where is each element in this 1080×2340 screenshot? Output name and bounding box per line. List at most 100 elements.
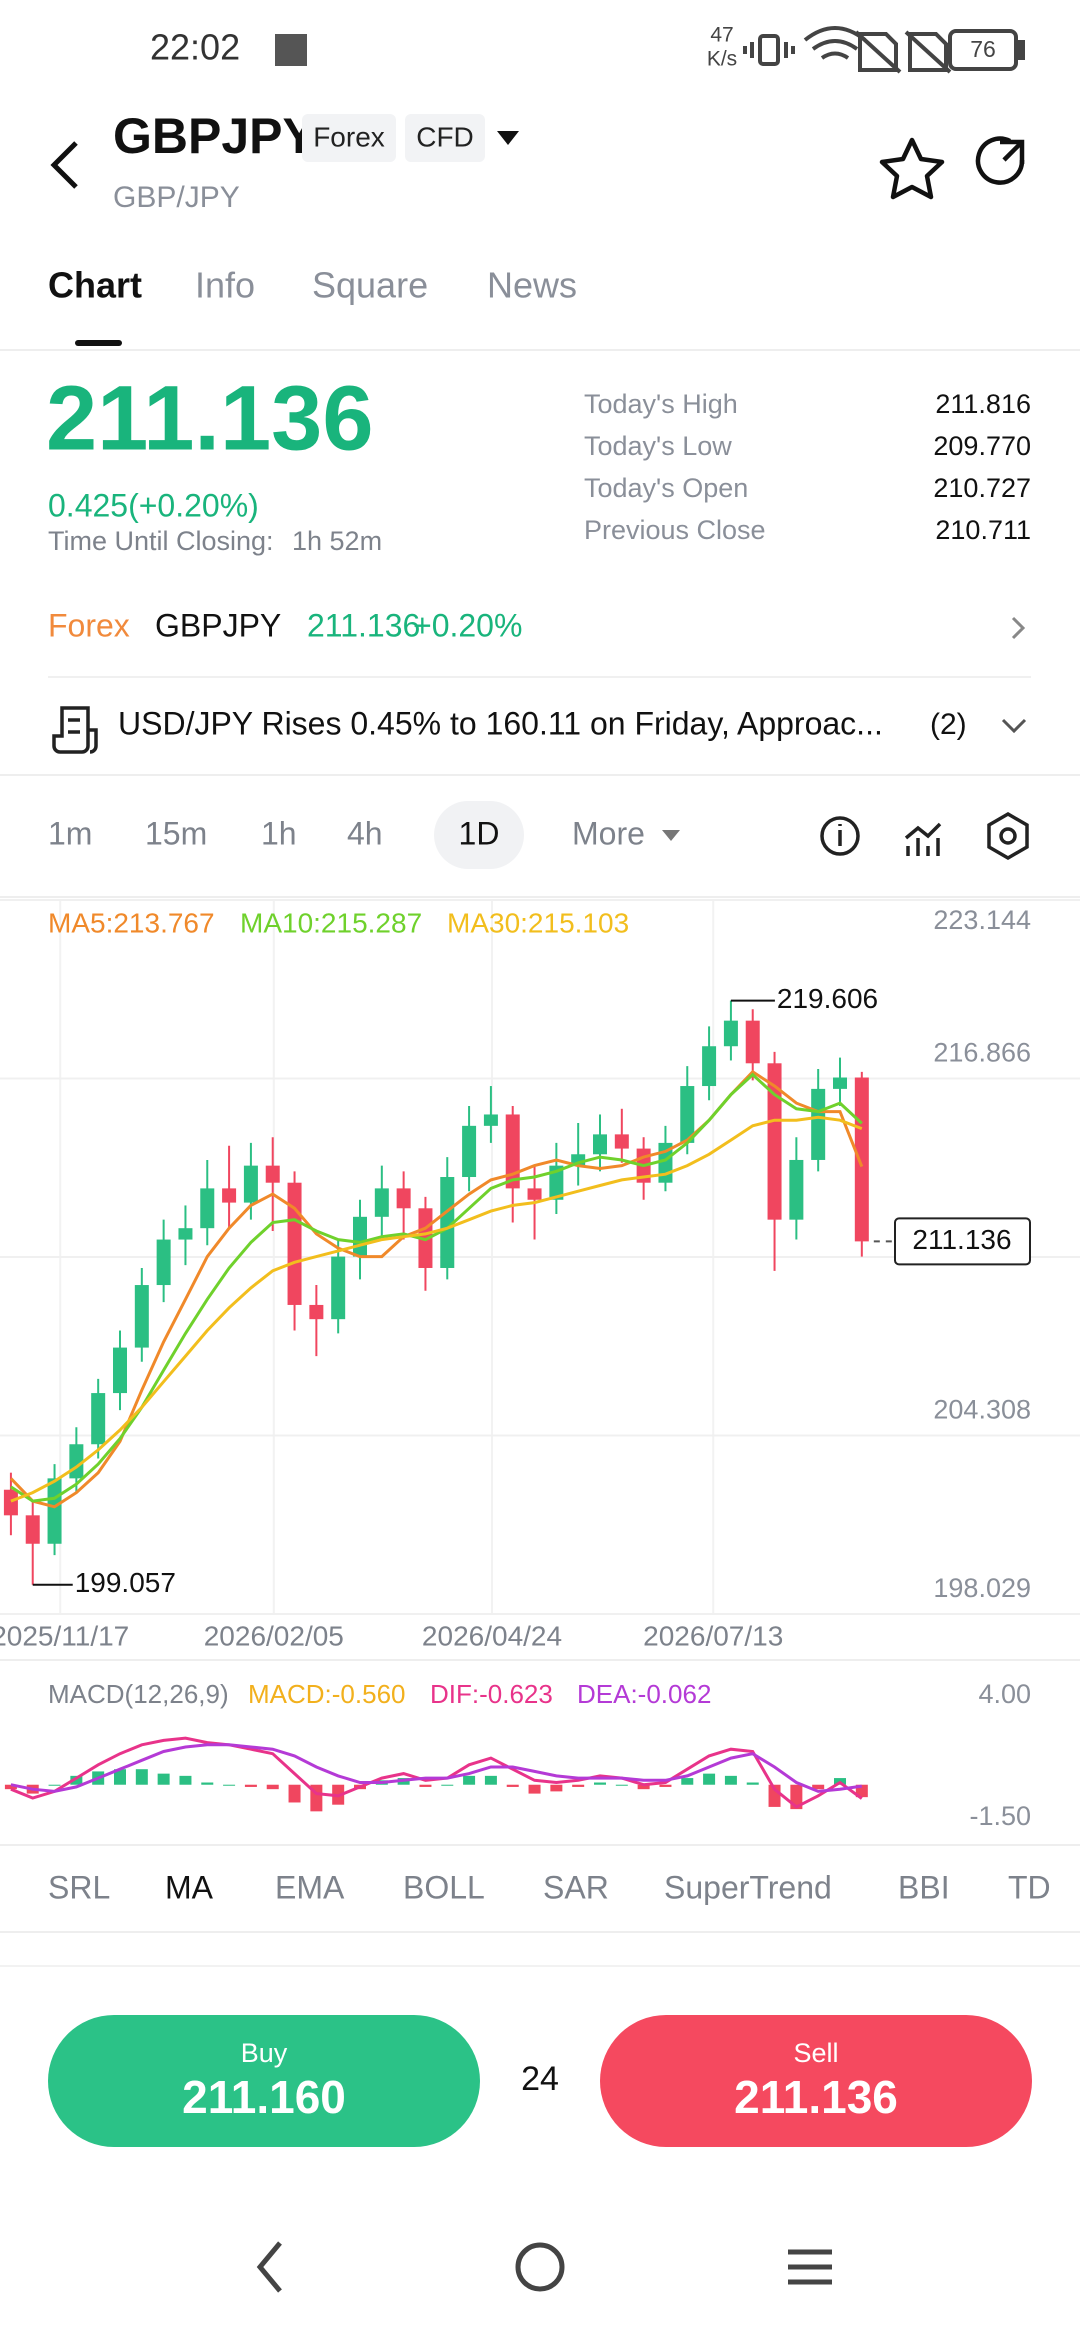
- timeframe[interactable]: 1m: [48, 815, 92, 851]
- nav-menu[interactable]: [788, 2249, 832, 2285]
- news-headline[interactable]: USD/JPY Rises 0.45% to 160.11 on Friday,…: [118, 705, 883, 741]
- legend-item: DIF:-0.623: [430, 1679, 553, 1709]
- candle-body: [527, 1188, 542, 1200]
- tab[interactable]: Chart: [48, 265, 142, 306]
- candle-body: [156, 1239, 171, 1286]
- timeframe[interactable]: 1h: [261, 815, 297, 851]
- candle-body: [200, 1188, 215, 1229]
- closing-label: Time Until Closing:: [48, 526, 274, 556]
- candle-body: [593, 1134, 607, 1155]
- tab[interactable]: News: [487, 265, 577, 306]
- candle-body: [25, 1515, 40, 1544]
- macd-bar: [157, 1773, 170, 1785]
- candle-body: [549, 1165, 564, 1200]
- battery-level: 76: [970, 36, 996, 62]
- macd-bar: [506, 1784, 519, 1787]
- chevron[interactable]: [1011, 616, 1026, 640]
- indicator-tab[interactable]: MA: [165, 1869, 214, 1905]
- macd-chart: MACD(12,26,9) MACD:-0.560 DIF:-0.623 DEA:-0…: [4, 1679, 1031, 1831]
- expand-icon[interactable]: [1001, 718, 1027, 734]
- macd-bar: [659, 1784, 672, 1787]
- subtitle: GBP/JPY: [113, 181, 240, 214]
- candle-body: [614, 1134, 629, 1149]
- stats: Today's High 211.816 Today's Low 209.770 Tod…: [584, 389, 1031, 545]
- y-tick-label: 204.308: [933, 1395, 1031, 1425]
- indicator-tab[interactable]: EMA: [275, 1869, 345, 1905]
- share-button[interactable]: [975, 136, 1025, 185]
- macd-bar: [550, 1784, 563, 1792]
- candle-body: [222, 1188, 237, 1203]
- macd-bar: [288, 1784, 301, 1803]
- macd-bar: [594, 1782, 606, 1785]
- candle-body: [47, 1478, 62, 1544]
- price-change: 0.425(+0.20%): [48, 487, 259, 523]
- buy-label: Buy: [241, 2038, 288, 2068]
- macd-bar: [528, 1784, 541, 1794]
- last-price-box: [894, 1217, 1031, 1266]
- macd-bar: [201, 1782, 214, 1785]
- macd-bar: [179, 1775, 192, 1785]
- macd-bar: [419, 1784, 432, 1787]
- candle-body: [811, 1088, 826, 1160]
- net-speed: 47: [710, 24, 733, 47]
- candle-body: [287, 1182, 302, 1305]
- macd-bar: [223, 1784, 236, 1786]
- favorite-button[interactable]: [879, 137, 945, 200]
- timeframe[interactable]: More: [572, 815, 645, 851]
- nav-home[interactable]: [515, 2242, 565, 2292]
- more-arrow[interactable]: [662, 830, 680, 841]
- indicator-tab[interactable]: TD: [1008, 1869, 1051, 1905]
- indicator-tab[interactable]: BOLL: [403, 1869, 485, 1905]
- ma-line: [10, 1072, 863, 1503]
- last-price: 211.136: [46, 367, 373, 469]
- macd-bar: [135, 1769, 148, 1785]
- macd-bar: [114, 1769, 126, 1785]
- timeframe-pill: [434, 801, 524, 869]
- macd-bar: [724, 1775, 737, 1785]
- candle-body: [374, 1188, 389, 1217]
- toolbar-icons[interactable]: [820, 811, 1029, 861]
- price-chart: 2025/11/17 2026/02/05 2026/04/24 2026/07/13…: [0, 899, 1080, 1651]
- timeframe[interactable]: 15m: [145, 815, 207, 851]
- candle-body: [91, 1393, 106, 1445]
- indicator-tab[interactable]: BBI: [898, 1869, 950, 1905]
- indicators: SRL MA EMA BOLL SAR SuperTrend BBI TD: [48, 1869, 1051, 1905]
- stat-value: 209.770: [933, 431, 1031, 461]
- news-icon: [52, 706, 98, 754]
- tab[interactable]: Info: [195, 265, 255, 306]
- stat-label: Today's Open: [584, 473, 748, 503]
- indicator-tab[interactable]: SAR: [543, 1869, 609, 1905]
- y-tick-label: 223.144: [933, 905, 1031, 935]
- status-icon: [275, 34, 307, 66]
- candle-body: [309, 1304, 324, 1320]
- y-tick-label: 198.029: [933, 1573, 1031, 1603]
- news-count: (2): [930, 708, 967, 741]
- timeframe[interactable]: 4h: [347, 815, 383, 851]
- indicator-tab[interactable]: SRL: [48, 1869, 110, 1905]
- dropdown-arrow[interactable]: [497, 131, 519, 145]
- stat-label: Previous Close: [584, 515, 766, 545]
- tab[interactable]: Square: [312, 265, 428, 306]
- candle-body: [767, 1063, 782, 1220]
- candle-body: [833, 1077, 847, 1089]
- indicator-tab[interactable]: SuperTrend: [664, 1869, 832, 1905]
- clock: 22:02: [150, 27, 240, 68]
- back-button[interactable]: [50, 141, 78, 189]
- candle-body: [462, 1125, 477, 1178]
- max-label: 219.606: [777, 983, 878, 1014]
- buy-button[interactable]: [48, 2015, 480, 2147]
- macd-bar: [70, 1775, 83, 1785]
- badge: CFD: [416, 121, 474, 152]
- nav-back[interactable]: [256, 2241, 282, 2293]
- symbol: GBPJPY: [113, 108, 316, 164]
- min-label: 199.057: [75, 1567, 176, 1598]
- sell-button[interactable]: [600, 2015, 1032, 2147]
- candle-body: [702, 1046, 717, 1087]
- x-tick-label: 2026/04/24: [422, 1620, 562, 1651]
- timeframe[interactable]: 1D: [459, 815, 500, 851]
- spread: 24: [521, 2060, 559, 2098]
- candle-body: [789, 1159, 804, 1220]
- badge-bg: [405, 114, 485, 162]
- legend-item: MACD:-0.560: [248, 1679, 406, 1709]
